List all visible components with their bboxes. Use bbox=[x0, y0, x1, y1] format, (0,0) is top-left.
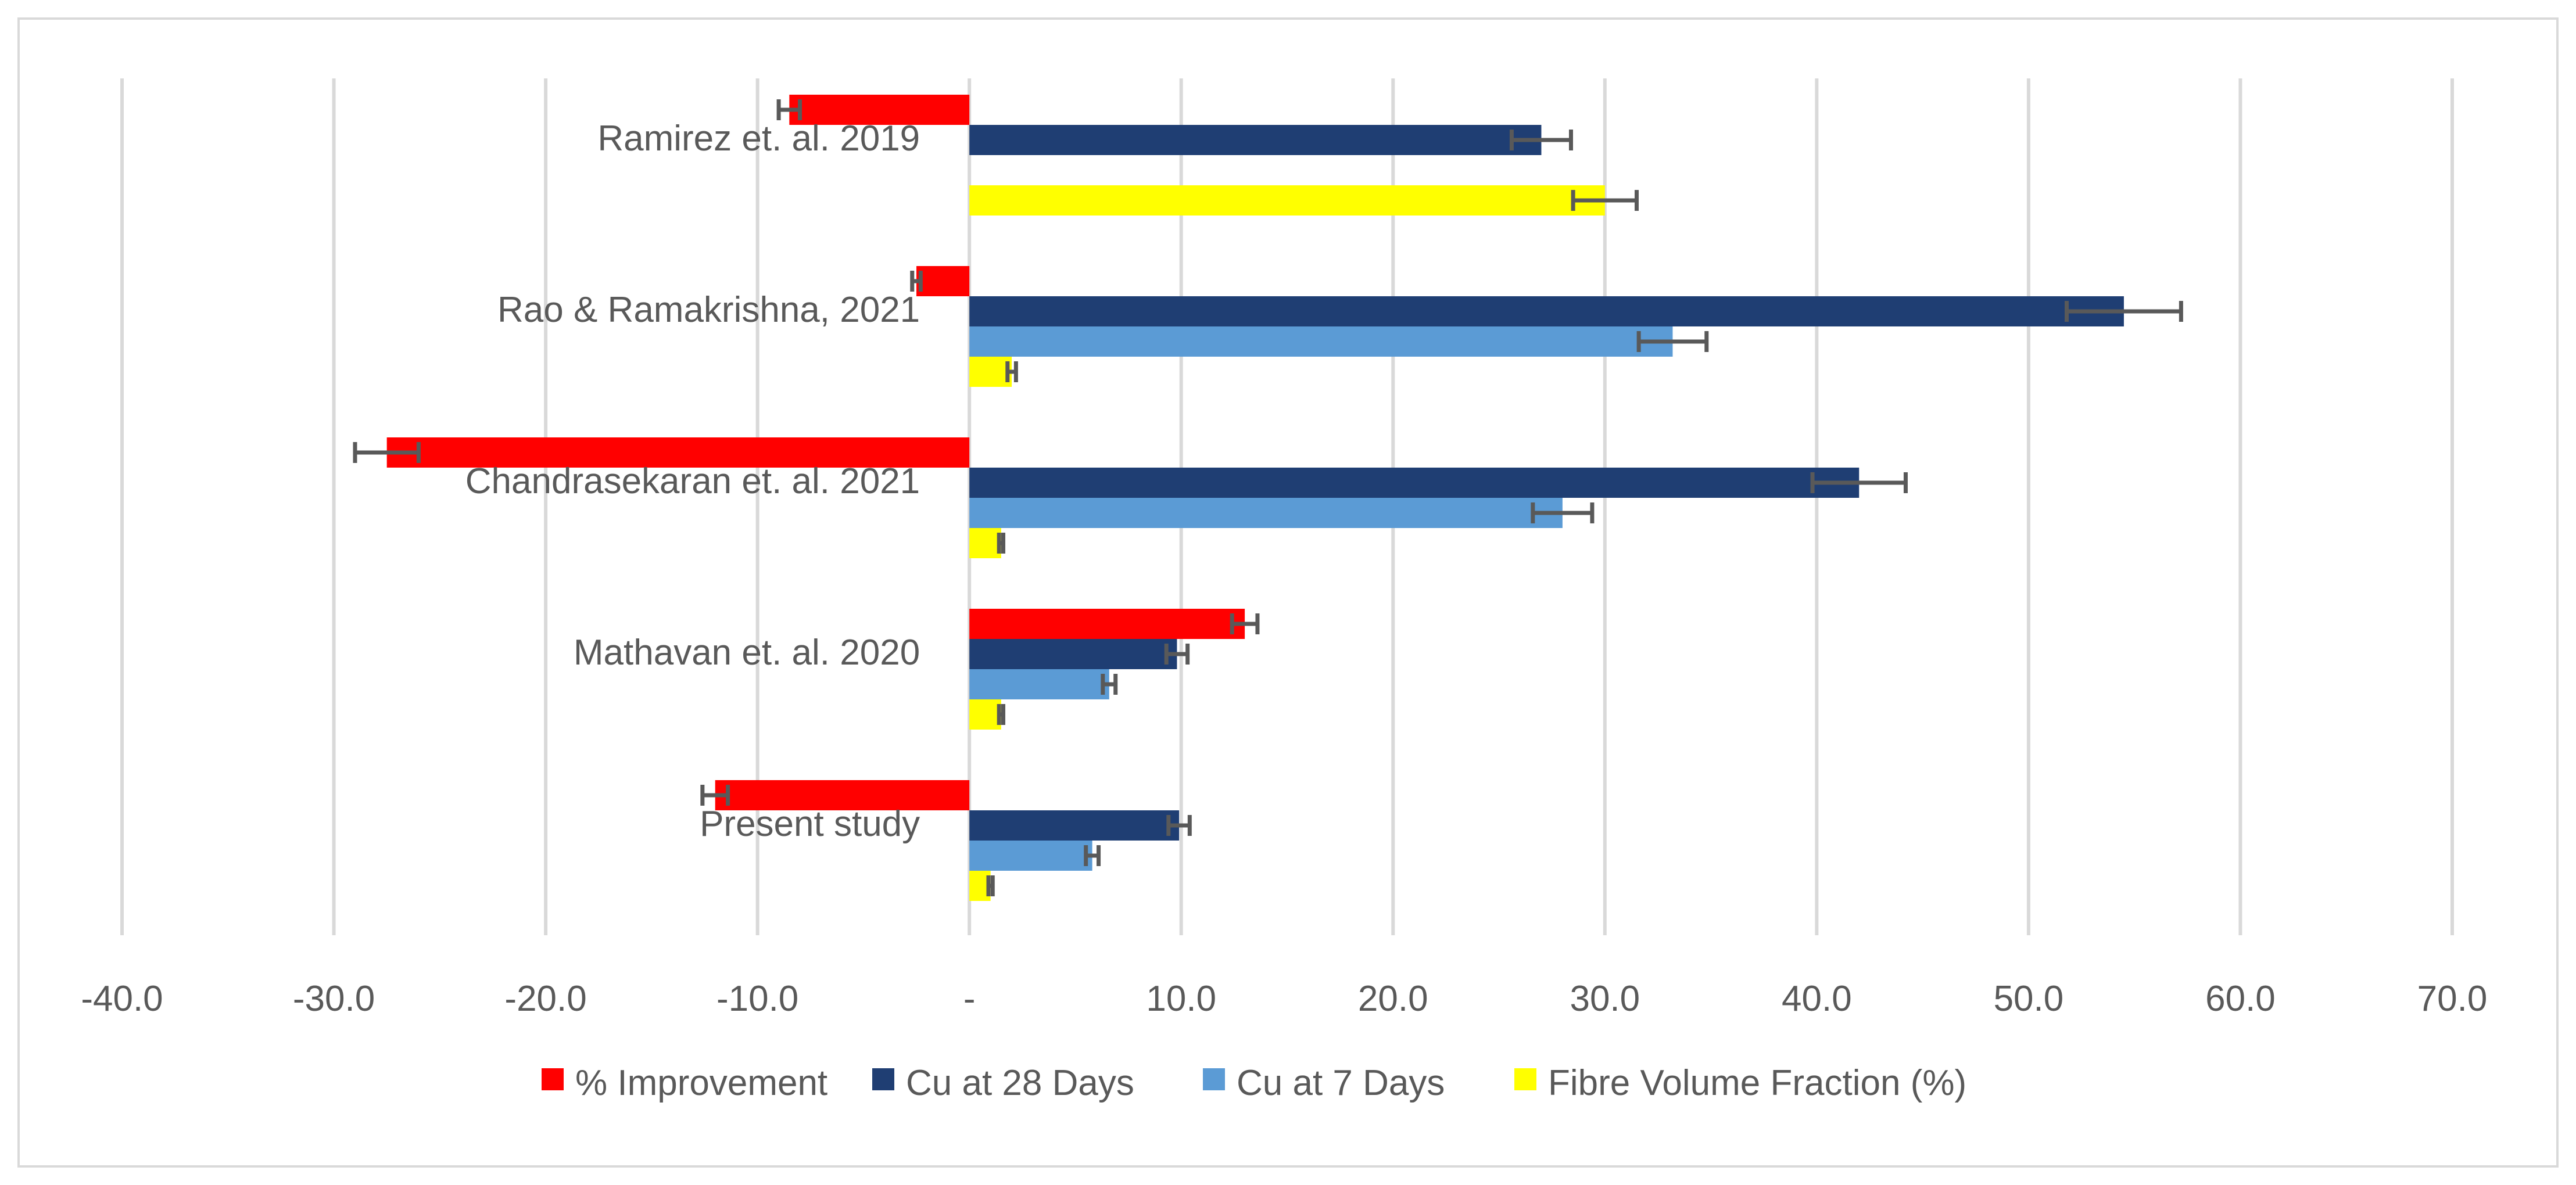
bar-cu-at-28-days-mathavan-et-al-2020 bbox=[969, 639, 1177, 669]
error-bar-fibre-volume-fraction-mathavan-et-al-2020 bbox=[997, 704, 1006, 725]
legend-label: Cu at 7 Days bbox=[1237, 1063, 1445, 1103]
x-axis-tick-labels: -40.0 -30.0 -20.0 -10.0-10.0 20.0 30.0 40.0 50.… bbox=[81, 979, 2487, 1019]
bar-improvement-rao-ramakrishna-2021 bbox=[916, 266, 970, 296]
x-tick-label: 50.0 bbox=[1994, 979, 2064, 1019]
x-tick-label: 70.0 bbox=[2417, 979, 2488, 1019]
x-tick-label: 20.0 bbox=[1358, 979, 1428, 1019]
legend-swatch bbox=[872, 1068, 894, 1090]
error-bar-fibre-volume-fraction-chandrasekaran-et-al-2021 bbox=[997, 533, 1006, 554]
x-tick-label: 30.0 bbox=[1570, 979, 1640, 1019]
legend: % Improvement Cu at 28 Days Cu at 7 Days Fi… bbox=[542, 1063, 1966, 1103]
error-bar-cu-at-7-days-mathavan-et-al-2020 bbox=[1101, 674, 1118, 695]
error-bars bbox=[353, 99, 2183, 896]
x-tick-label: -10.0 bbox=[716, 979, 798, 1019]
bar-fibre-volume-fraction-chandrasekaran-et-al-2021 bbox=[969, 528, 1001, 558]
bar-cu-at-28-days-present-study bbox=[969, 810, 1180, 841]
bar-cu-at-7-days-rao-ramakrishna-2021 bbox=[969, 326, 1673, 357]
error-bar-cu-at-7-days-chandrasekaran-et-al-2021 bbox=[1531, 502, 1595, 523]
x-tick-label: - bbox=[963, 979, 976, 1019]
error-bar-cu-at-28-days-present-study bbox=[1166, 815, 1192, 836]
error-bar-cu-at-7-days-present-study bbox=[1084, 845, 1101, 866]
error-bar-cu-at-28-days-mathavan-et-al-2020 bbox=[1164, 644, 1190, 665]
legend-swatch bbox=[1203, 1068, 1225, 1090]
bar-improvement-mathavan-et-al-2020 bbox=[969, 609, 1245, 639]
error-bar-fibre-volume-fraction-present-study bbox=[986, 875, 995, 896]
legend-swatch bbox=[1514, 1068, 1536, 1090]
x-tick-label: 60.0 bbox=[2205, 979, 2276, 1019]
bar-cu-at-7-days-present-study bbox=[969, 841, 1092, 871]
error-bar-improvement-present-study bbox=[700, 785, 730, 806]
legend-item-fibre-volume-fraction: Fibre Volume Fraction (%) bbox=[1514, 1063, 1966, 1103]
bar-cu-at-7-days-mathavan-et-al-2020 bbox=[969, 669, 1109, 699]
bar-cu-at-28-days-ramirez-et-al-2019 bbox=[969, 125, 1542, 155]
legend-item-cu-at-28-days: Cu at 28 Days bbox=[872, 1063, 1134, 1103]
category-labels: Ramirez et. al. 2019 Rao & Ramakrishna, 2… bbox=[465, 119, 920, 844]
x-tick-label: -20.0 bbox=[504, 979, 586, 1019]
bar-improvement-present-study bbox=[715, 780, 970, 810]
x-tick-label: 10.0 bbox=[1146, 979, 1216, 1019]
legend-label: % Improvement bbox=[575, 1063, 827, 1103]
bar-improvement-chandrasekaran-et-al-2021 bbox=[386, 437, 970, 468]
category-label: Mathavan et. al. 2020 bbox=[574, 633, 920, 673]
legend-item-cu-at-7-days: Cu at 7 Days bbox=[1203, 1063, 1445, 1103]
bar-fibre-volume-fraction-mathavan-et-al-2020 bbox=[969, 699, 1001, 730]
bar-improvement-ramirez-et-al-2019 bbox=[789, 95, 970, 125]
error-bar-cu-at-7-days-rao-ramakrishna-2021 bbox=[1636, 331, 1709, 352]
legend-item-improvement: % Improvement bbox=[542, 1063, 827, 1103]
gridlines bbox=[120, 78, 2454, 935]
x-tick-label: -30.0 bbox=[293, 979, 375, 1019]
legend-label: Fibre Volume Fraction (%) bbox=[1548, 1063, 1966, 1103]
error-bar-improvement-rao-ramakrishna-2021 bbox=[910, 271, 923, 292]
bar-cu-at-28-days-rao-ramakrishna-2021 bbox=[969, 296, 2124, 326]
error-bar-cu-at-28-days-chandrasekaran-et-al-2021 bbox=[1810, 472, 1908, 493]
error-bar-improvement-mathavan-et-al-2020 bbox=[1230, 613, 1260, 634]
category-label: Rao & Ramakrishna, 2021 bbox=[497, 290, 920, 330]
error-bar-fibre-volume-fraction-ramirez-et-al-2019 bbox=[1571, 190, 1639, 211]
bar-cu-at-7-days-chandrasekaran-et-al-2021 bbox=[969, 498, 1563, 528]
bar-fibre-volume-fraction-rao-ramakrishna-2021 bbox=[969, 357, 1012, 387]
error-bar-improvement-ramirez-et-al-2019 bbox=[776, 99, 802, 120]
legend-swatch bbox=[542, 1068, 564, 1090]
error-bar-cu-at-28-days-ramirez-et-al-2019 bbox=[1509, 130, 1573, 150]
error-bar-fibre-volume-fraction-rao-ramakrishna-2021 bbox=[1005, 361, 1018, 382]
category-label: Ramirez et. al. 2019 bbox=[597, 119, 920, 159]
legend-label: Cu at 28 Days bbox=[906, 1063, 1134, 1103]
x-tick-label: -40.0 bbox=[81, 979, 163, 1019]
bar-cu-at-28-days-chandrasekaran-et-al-2021 bbox=[969, 468, 1860, 498]
category-label: Present study bbox=[700, 804, 920, 844]
error-bar-improvement-chandrasekaran-et-al-2021 bbox=[353, 442, 421, 463]
bars bbox=[386, 95, 2124, 901]
bar-fibre-volume-fraction-ramirez-et-al-2019 bbox=[969, 185, 1605, 216]
category-label: Chandrasekaran et. al. 2021 bbox=[465, 461, 920, 501]
x-tick-label: 40.0 bbox=[1782, 979, 1852, 1019]
error-bar-cu-at-28-days-rao-ramakrishna-2021 bbox=[2065, 301, 2183, 322]
